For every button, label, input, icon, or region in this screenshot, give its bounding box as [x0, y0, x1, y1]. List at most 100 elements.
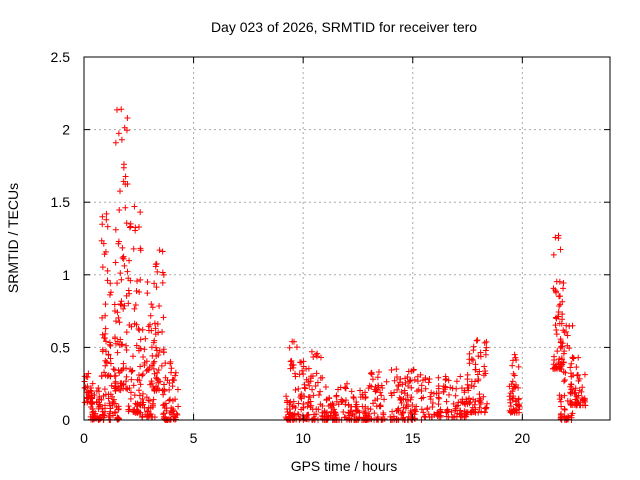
data-point [126, 224, 133, 231]
data-point [404, 373, 411, 380]
data-point [400, 404, 407, 411]
data-point [99, 314, 106, 321]
data-point [429, 403, 436, 410]
data-point [402, 379, 409, 386]
data-point [118, 136, 125, 143]
data-point [140, 371, 147, 378]
data-point [135, 371, 142, 378]
data-point [160, 271, 167, 278]
data-point [378, 392, 385, 399]
data-point [147, 312, 154, 319]
data-point [101, 334, 108, 341]
data-point [172, 396, 179, 403]
data-point [561, 405, 568, 412]
data-point [135, 223, 142, 230]
data-point [550, 251, 557, 258]
data-point [573, 364, 580, 371]
data-point [475, 376, 482, 383]
data-point [551, 353, 558, 360]
data-point [160, 381, 167, 388]
data-point [101, 386, 108, 393]
chart-title: Day 023 of 2026, SRMTID for receiver ter… [211, 19, 477, 35]
data-point [284, 406, 291, 413]
data-point [105, 372, 112, 379]
data-point [327, 402, 334, 409]
data-point [125, 408, 132, 415]
data-point [481, 339, 488, 346]
data-point [132, 224, 139, 231]
data-point [114, 349, 121, 356]
data-point [425, 411, 432, 418]
data-point [93, 398, 100, 405]
data-point [356, 414, 363, 421]
data-point [122, 173, 129, 180]
data-point [107, 280, 114, 287]
data-point [418, 395, 425, 402]
data-point [286, 344, 293, 351]
data-point [367, 406, 374, 413]
data-point [167, 358, 174, 365]
data-point [98, 237, 105, 244]
data-point [120, 161, 127, 168]
data-point [137, 209, 144, 216]
data-point [123, 329, 130, 336]
data-point [477, 349, 484, 356]
data-point [559, 340, 566, 347]
data-point [117, 380, 124, 387]
data-point [429, 400, 436, 407]
data-point [154, 369, 161, 376]
data-point [362, 389, 369, 396]
data-point [284, 399, 291, 406]
data-point [322, 384, 329, 391]
data-point [115, 238, 122, 245]
data-point [349, 411, 356, 418]
data-point [369, 376, 376, 383]
data-point [362, 409, 369, 416]
data-point [473, 337, 480, 344]
data-point [398, 388, 405, 395]
data-point [394, 386, 401, 393]
axis-ticks: 0 5 10 15 20 0 0.5 1 1.5 2 2.5 [51, 49, 610, 446]
data-point [85, 370, 92, 377]
data-point [452, 405, 459, 412]
data-point [477, 399, 484, 406]
data-point [563, 322, 570, 329]
data-point [111, 307, 118, 314]
data-point [137, 381, 144, 388]
data-point [141, 346, 148, 353]
data-point [463, 396, 470, 403]
data-point [405, 383, 412, 390]
data-point [342, 401, 349, 408]
data-point [556, 320, 563, 327]
data-point [313, 351, 320, 358]
data-point [103, 358, 110, 365]
data-point [515, 363, 522, 370]
plot-frame [83, 56, 611, 421]
data-point [123, 127, 130, 134]
data-point [476, 398, 483, 405]
data-point [510, 385, 517, 392]
data-point [437, 408, 444, 415]
data-point [323, 409, 330, 416]
data-point [154, 268, 161, 275]
data-point [344, 380, 350, 387]
data-point [112, 259, 119, 266]
data-point [123, 346, 130, 353]
data-point [408, 394, 415, 401]
data-point [149, 403, 156, 410]
data-point [110, 412, 117, 419]
data-point [484, 400, 491, 407]
data-point [552, 287, 559, 294]
data-point [470, 343, 477, 350]
data-point [391, 389, 398, 396]
data-point [367, 416, 374, 423]
data-point [98, 396, 105, 403]
data-point [144, 413, 151, 420]
data-point [150, 365, 157, 372]
data-point [552, 234, 559, 241]
data-point [143, 358, 150, 365]
data-point [289, 403, 296, 410]
data-point [553, 278, 560, 285]
data-point [112, 340, 119, 347]
data-point [102, 312, 109, 319]
